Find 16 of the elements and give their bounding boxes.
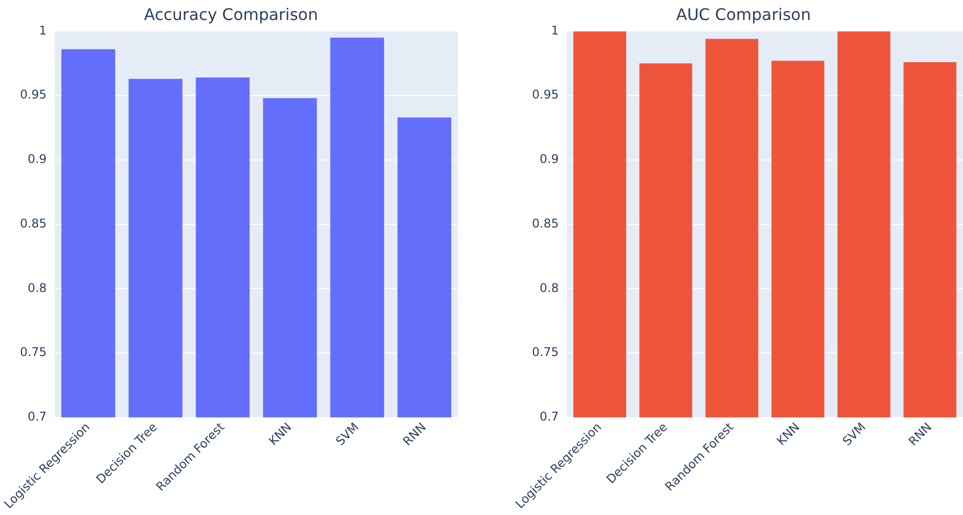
y-tick-label: 0.85 xyxy=(532,216,559,230)
chart-title: Accuracy Comparison xyxy=(144,4,318,24)
y-tick-label: 0.95 xyxy=(532,88,559,102)
y-tick-label: 0.7 xyxy=(540,410,559,424)
y-tick-label: 0.95 xyxy=(20,88,47,102)
y-tick-label: 0.75 xyxy=(532,345,559,360)
y-tick-label: 0.9 xyxy=(540,152,559,166)
chart-title: AUC Comparison xyxy=(676,4,811,24)
y-tick-label: 0.75 xyxy=(20,345,47,360)
y-tick-label: 0.7 xyxy=(28,410,47,424)
y-tick-label: 0.9 xyxy=(28,152,47,166)
y-tick-label: 0.85 xyxy=(20,216,47,230)
y-tick-label: 1 xyxy=(551,23,559,38)
y-tick-label: 0.8 xyxy=(540,280,559,295)
y-tick-label: 0.8 xyxy=(28,280,47,295)
y-tick-label: 1 xyxy=(39,23,47,38)
